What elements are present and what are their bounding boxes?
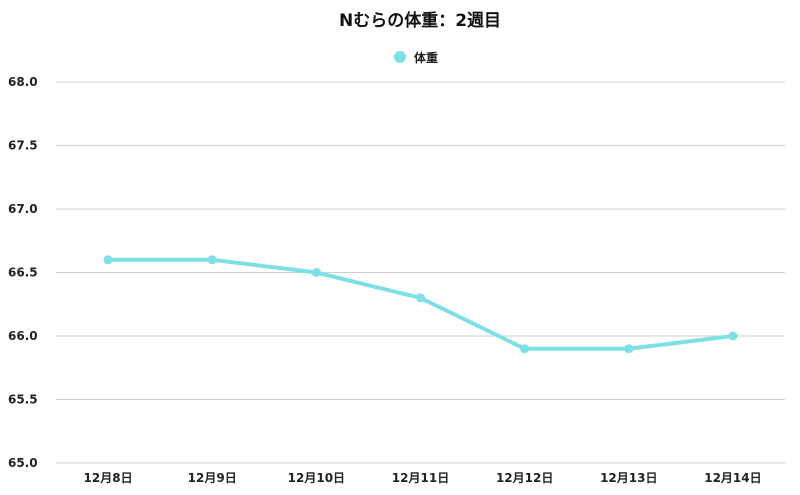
y-axis-ticks: 65.0 65.5 66.0 66.5 67.0 67.5 68.0	[8, 75, 38, 470]
data-point	[207, 255, 217, 265]
x-tick-label: 12月9日	[188, 471, 237, 485]
data-point	[728, 331, 738, 341]
y-tick-label: 65.5	[8, 393, 38, 407]
x-tick-label: 12月10日	[288, 471, 345, 485]
data-point	[103, 255, 113, 265]
legend-marker-weight	[394, 51, 406, 63]
x-tick-label: 12月13日	[600, 471, 657, 485]
x-tick-label: 12月11日	[392, 471, 449, 485]
data-point	[416, 293, 425, 303]
y-tick-label: 65.0	[8, 456, 38, 470]
y-tick-label: 66.0	[8, 329, 38, 343]
y-tick-label: 68.0	[8, 75, 38, 89]
data-point	[520, 344, 530, 354]
y-tick-label: 66.5	[8, 266, 38, 280]
y-tick-label: 67.0	[8, 202, 38, 216]
gridlines	[56, 81, 785, 464]
data-point	[311, 268, 321, 277]
y-tick-label: 67.5	[8, 139, 38, 153]
x-axis-ticks: 12月8日 12月9日 12月10日 12月11日 12月12日 12月13日 12月14日	[84, 471, 762, 485]
series-weight	[103, 255, 738, 354]
chart-title: Nむらの体重：2週目	[339, 10, 501, 31]
legend: 体重	[394, 50, 438, 65]
legend-label-weight: 体重	[414, 50, 438, 65]
series-line-weight	[106, 257, 735, 351]
x-tick-label: 12月14日	[704, 471, 761, 485]
x-tick-label: 12月12日	[496, 471, 553, 485]
x-tick-label: 12月8日	[84, 471, 133, 485]
data-point	[624, 344, 634, 354]
